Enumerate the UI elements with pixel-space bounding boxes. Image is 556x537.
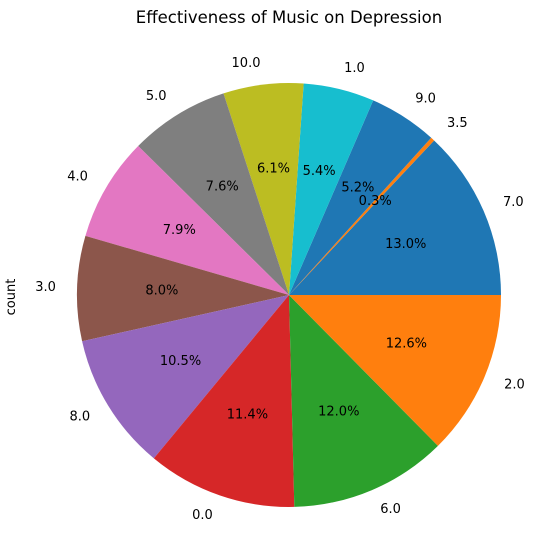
pie-slice-3-0 [77, 235, 289, 342]
pie-slice-6-0 [289, 295, 438, 507]
pie-slice-9-0 [289, 100, 432, 295]
category-label: 5.0 [146, 89, 167, 104]
percent-label: 5.4% [303, 164, 336, 179]
pie-slice-5-0 [138, 93, 289, 295]
category-label: 3.5 [447, 116, 468, 131]
percent-label: 11.4% [227, 408, 268, 423]
pie-slice-0-0 [153, 295, 295, 507]
pie-labels: 7.0 13.0% 3.5 0.3% 9.0 5.2% 1.0 5.4% 10.0 6.1% 5.0… [35, 56, 525, 523]
category-label: 9.0 [415, 91, 436, 106]
percent-label: 12.0% [318, 405, 359, 420]
percent-label: 7.9% [163, 223, 196, 238]
percent-label: 0.3% [359, 194, 392, 209]
chart-title: Effectiveness of Music on Depression [136, 8, 442, 27]
category-label: 6.0 [380, 502, 401, 517]
pie-slice-7-0 [289, 140, 501, 295]
percent-label: 6.1% [257, 161, 290, 176]
percent-label: 8.0% [145, 284, 178, 299]
category-label: 0.0 [192, 508, 213, 523]
pie-slice-8-0 [82, 295, 289, 459]
percent-label: 5.2% [341, 181, 374, 196]
percent-label: 13.0% [385, 237, 426, 252]
y-axis-label: count [4, 279, 19, 316]
category-label: 10.0 [232, 56, 261, 71]
pie-slice-3-5 [289, 137, 435, 295]
percent-label: 7.6% [206, 179, 239, 194]
category-label: 3.0 [35, 280, 56, 295]
category-label: 7.0 [503, 195, 524, 210]
pie-slice-4-0 [85, 146, 289, 295]
category-label: 1.0 [344, 61, 365, 76]
pie-slice-10-0 [223, 83, 304, 296]
percent-label: 12.6% [386, 337, 427, 352]
category-label: 8.0 [69, 409, 90, 424]
pie-slice-2-0 [289, 295, 501, 446]
category-label: 2.0 [504, 377, 525, 392]
pie-slices [77, 83, 501, 507]
category-label: 4.0 [67, 169, 88, 184]
pie-slice-1-0 [289, 83, 374, 295]
percent-label: 10.5% [160, 354, 201, 369]
